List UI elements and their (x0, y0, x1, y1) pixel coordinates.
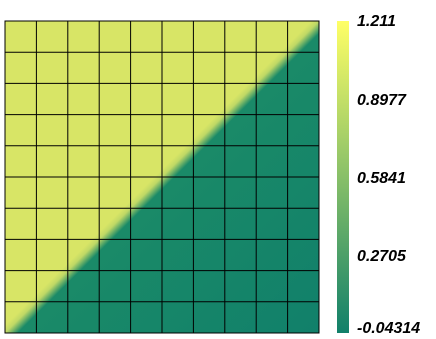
colorbar: 1.211 0.8977 0.5841 0.2705 -0.04314 (337, 13, 420, 337)
colorbar-ramp (337, 21, 349, 333)
colorbar-ticks: 1.211 0.8977 0.5841 0.2705 -0.04314 (357, 13, 420, 337)
colorbar-tick-label: 0.5841 (357, 170, 406, 187)
heatmap-field (4, 20, 320, 334)
colorbar-tick-label: 1.211 (357, 13, 396, 30)
colorbar-tick-label: 0.2705 (357, 248, 407, 265)
heatmap-border (4, 20, 320, 334)
colorbar-tick-label: 0.8977 (357, 92, 407, 109)
heatmap-grid (5, 21, 319, 333)
colorbar-tick-label: -0.04314 (357, 320, 420, 337)
